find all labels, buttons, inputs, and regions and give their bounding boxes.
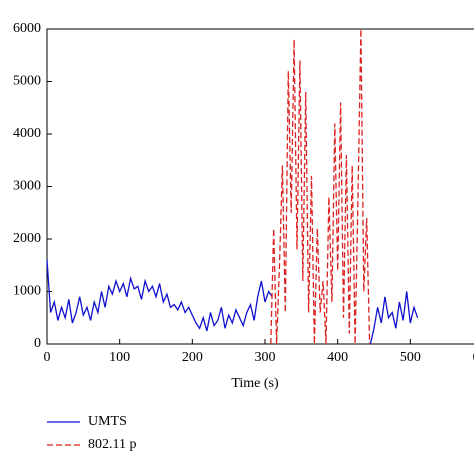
- x-tick-label: 300: [255, 350, 276, 365]
- x-tick-label: 500: [400, 350, 421, 365]
- y-tick-label: 5000: [13, 74, 41, 89]
- x-tick-label: 0: [44, 350, 51, 365]
- plot-frame: [46, 28, 474, 345]
- y-tick-label: 1000: [13, 284, 41, 299]
- y-tick-label: 3000: [13, 179, 41, 194]
- x-tick-label: 100: [109, 350, 130, 365]
- legend-label: 802.11 p: [88, 437, 136, 452]
- y-tick-label: 2000: [13, 231, 41, 246]
- data-line: [270, 28, 371, 345]
- y-tick-label: 0: [34, 336, 41, 351]
- legend-label: UMTS: [88, 414, 127, 429]
- x-tick-label: 200: [182, 350, 203, 365]
- x-tick-label: 400: [327, 350, 348, 365]
- x-axis-label: Time (s): [231, 376, 279, 391]
- y-tick-label: 6000: [13, 21, 41, 36]
- y-tick-label: 4000: [13, 126, 41, 141]
- data-line: [46, 259, 419, 345]
- x-tick-label: 600: [473, 350, 474, 365]
